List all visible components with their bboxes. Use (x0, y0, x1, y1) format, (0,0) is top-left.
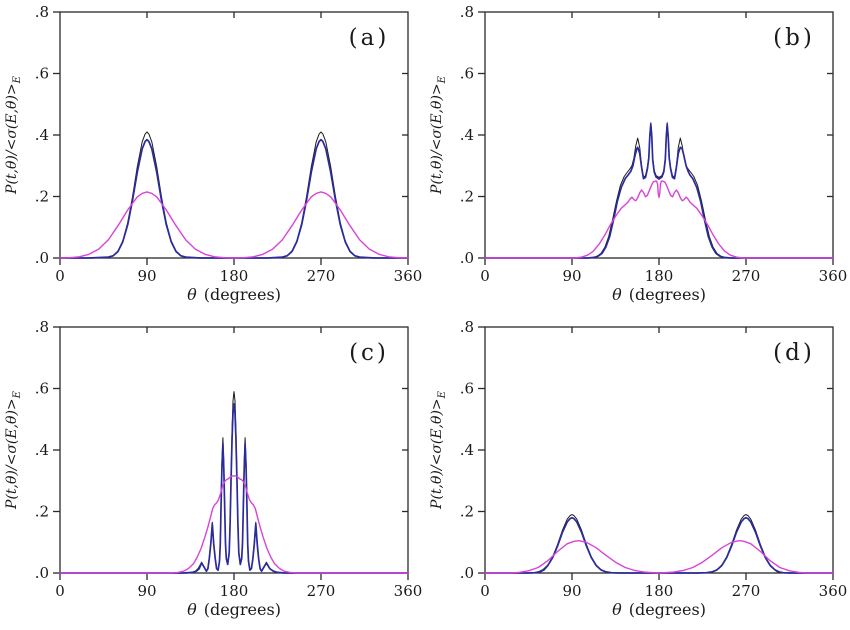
y-axis-label: P(t,θ)/<σ(E,θ)>E (4, 390, 23, 510)
dark-blue-curve (59, 138, 409, 259)
x-tick-label: 0 (480, 582, 490, 600)
x-tick-label: 270 (307, 582, 336, 600)
dark-blue-curve (484, 123, 834, 259)
x-tick-label: 0 (55, 267, 65, 285)
x-tick-label: 180 (220, 582, 249, 600)
curves (59, 131, 409, 259)
y-tick-label: .0 (35, 564, 49, 582)
x-tick-label: 270 (732, 582, 761, 600)
y-tick-label: .6 (460, 65, 474, 83)
x-tick-label: 90 (562, 267, 581, 285)
y-tick-label: .4 (460, 126, 474, 144)
x-tick-label: 270 (732, 267, 761, 285)
y-tick-label: .4 (35, 441, 49, 459)
y-tick-label: .2 (460, 188, 474, 206)
panel-label: (b) (773, 25, 815, 51)
x-tick-label: 0 (55, 582, 65, 600)
x-tick-label: 360 (819, 267, 848, 285)
axes: 0 90 180 270 360 .0 .2 .4 .6 .8 (35, 318, 423, 600)
panel-c: 0 90 180 270 360 .0 .2 .4 .6 .8 (c) θ (degrees) P(… (0, 315, 425, 630)
axes: 0 90 180 270 360 .0 .2 .4 .6 .8 (460, 3, 848, 285)
y-axis-label: P(t,θ)/<σ(E,θ)>E (429, 75, 448, 195)
panel-a: 0 90 180 270 360 .0 .2 .4 .6 .8 (a) θ (degrees) P(… (0, 0, 425, 315)
dark-blue-curve (484, 516, 834, 574)
y-tick-label: .8 (460, 318, 474, 336)
x-tick-label: 90 (137, 582, 156, 600)
black-narrow-curve (484, 514, 834, 574)
y-tick-label: .6 (35, 380, 49, 398)
y-tick-label: .0 (460, 564, 474, 582)
x-tick-label: 360 (819, 582, 848, 600)
panel-d: 0 90 180 270 360 .0 .2 .4 .6 .8 (d) θ (degrees) P(… (425, 315, 850, 630)
x-tick-label: 180 (645, 582, 674, 600)
y-tick-label: .0 (460, 249, 474, 267)
panel-label: (c) (349, 340, 389, 366)
panel-a-plot: 0 90 180 270 360 .0 .2 .4 .6 .8 (a) θ (degrees) P(… (4, 3, 423, 304)
y-tick-label: .4 (460, 441, 474, 459)
y-axis-label: P(t,θ)/<σ(E,θ)>E (4, 75, 23, 195)
y-tick-label: .2 (35, 503, 49, 521)
y-tick-label: .4 (35, 126, 49, 144)
curves (59, 391, 409, 574)
magenta-broad-curve (484, 180, 834, 259)
x-tick-label: 0 (480, 267, 490, 285)
magenta-broad-curve (59, 191, 409, 259)
x-tick-label: 360 (394, 267, 423, 285)
x-tick-label: 360 (394, 582, 423, 600)
panel-label: (a) (349, 25, 390, 51)
magenta-broad-curve (484, 539, 834, 574)
x-axis-label: θ (degrees) (187, 285, 281, 304)
panel-b: 0 90 180 270 360 .0 .2 .4 .6 .8 (b) θ (degrees) P(… (425, 0, 850, 315)
x-tick-label: 270 (307, 267, 336, 285)
curves (484, 122, 834, 259)
y-axis-label: P(t,θ)/<σ(E,θ)>E (429, 390, 448, 510)
panel-c-plot: 0 90 180 270 360 .0 .2 .4 .6 .8 (c) θ (degrees) P(… (4, 318, 423, 619)
x-tick-label: 90 (562, 582, 581, 600)
panel-b-plot: 0 90 180 270 360 .0 .2 .4 .6 .8 (b) θ (degrees) P(… (429, 3, 848, 304)
y-tick-label: .2 (35, 188, 49, 206)
y-tick-label: .8 (460, 3, 474, 21)
dark-blue-curve (59, 403, 409, 574)
x-axis-label: θ (degrees) (612, 285, 706, 304)
x-axis-label: θ (degrees) (187, 600, 281, 619)
y-tick-label: .8 (35, 3, 49, 21)
x-tick-label: 180 (645, 267, 674, 285)
panel-label: (d) (773, 340, 815, 366)
magenta-broad-curve (59, 475, 409, 574)
y-tick-label: .0 (35, 249, 49, 267)
black-narrow-curve (59, 131, 409, 259)
curves (484, 514, 834, 574)
x-axis-label: θ (degrees) (612, 600, 706, 619)
x-tick-label: 90 (137, 267, 156, 285)
y-tick-label: .6 (460, 380, 474, 398)
black-narrow-curve (484, 122, 834, 259)
black-narrow-curve (59, 391, 409, 574)
y-tick-label: .8 (35, 318, 49, 336)
panel-d-plot: 0 90 180 270 360 .0 .2 .4 .6 .8 (d) θ (degrees) P(… (429, 318, 848, 619)
x-tick-label: 180 (220, 267, 249, 285)
y-tick-label: .6 (35, 65, 49, 83)
y-tick-label: .2 (460, 503, 474, 521)
